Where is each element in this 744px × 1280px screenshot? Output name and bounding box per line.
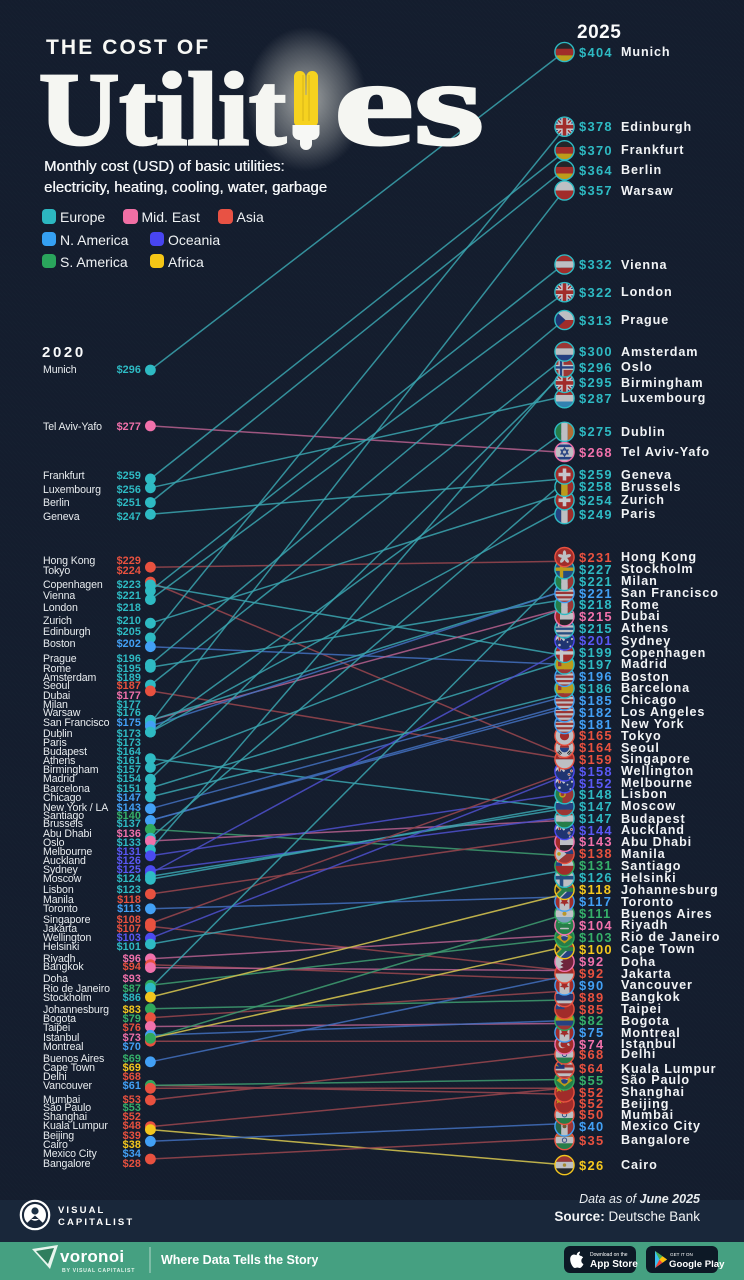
svg-text:Where Data Tells the Story: Where Data Tells the Story	[161, 1253, 318, 1267]
svg-text:VISUAL: VISUAL	[58, 1205, 105, 1216]
svg-text:CAPITALIST: CAPITALIST	[58, 1217, 134, 1228]
svg-text:voronoi: voronoi	[60, 1247, 124, 1266]
svg-text:App Store: App Store	[590, 1259, 638, 1270]
svg-text:Download on the: Download on the	[590, 1252, 628, 1258]
svg-text:es: es	[334, 37, 484, 171]
svg-text:GET IT ON: GET IT ON	[670, 1252, 693, 1257]
svg-text:BY VISUAL CAPITALIST: BY VISUAL CAPITALIST	[62, 1268, 135, 1274]
svg-text:Utilit: Utilit	[39, 53, 286, 167]
svg-text:Google Play: Google Play	[669, 1259, 725, 1270]
